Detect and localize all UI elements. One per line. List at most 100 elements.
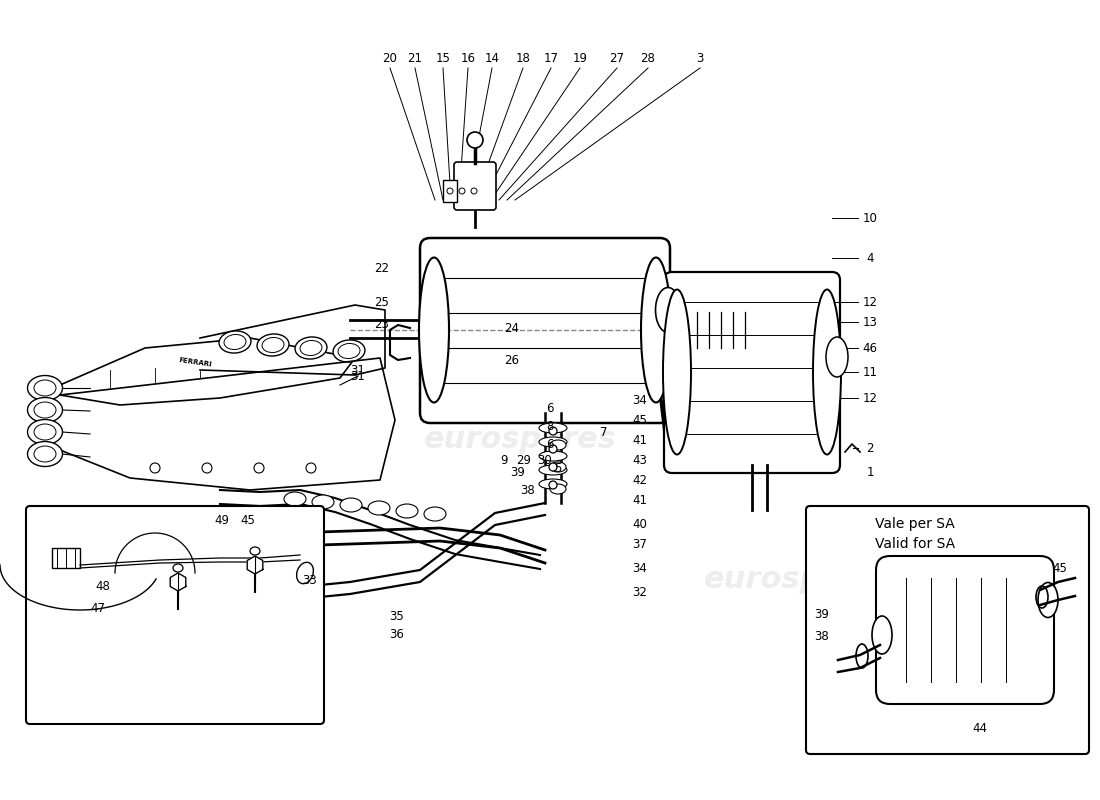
Ellipse shape	[813, 290, 842, 454]
FancyBboxPatch shape	[876, 556, 1054, 704]
Text: 27: 27	[609, 51, 625, 65]
Text: 28: 28	[640, 51, 656, 65]
Text: 31: 31	[351, 370, 365, 382]
Text: 8: 8	[547, 419, 553, 433]
Text: 38: 38	[815, 630, 829, 642]
Text: 10: 10	[862, 211, 878, 225]
Text: 9: 9	[500, 454, 508, 466]
Text: 25: 25	[375, 295, 389, 309]
Text: 22: 22	[374, 262, 389, 274]
Ellipse shape	[419, 258, 449, 402]
Text: 20: 20	[383, 51, 397, 65]
Text: 37: 37	[632, 538, 648, 551]
Text: 34: 34	[632, 394, 648, 406]
Text: 45: 45	[632, 414, 648, 426]
Text: 45: 45	[1053, 562, 1067, 574]
Text: 33: 33	[302, 574, 318, 586]
Ellipse shape	[641, 258, 671, 402]
Polygon shape	[200, 305, 385, 375]
Polygon shape	[65, 545, 178, 600]
Ellipse shape	[312, 495, 334, 509]
Ellipse shape	[340, 498, 362, 512]
Polygon shape	[170, 573, 186, 591]
FancyBboxPatch shape	[420, 238, 670, 423]
Ellipse shape	[219, 331, 251, 353]
Text: 39: 39	[815, 607, 829, 621]
Text: 3: 3	[696, 51, 704, 65]
Text: 26: 26	[505, 354, 519, 366]
Text: 18: 18	[516, 51, 530, 65]
Circle shape	[468, 132, 483, 148]
Polygon shape	[248, 556, 263, 574]
Bar	[52, 548, 80, 568]
Ellipse shape	[396, 504, 418, 518]
Text: 17: 17	[543, 51, 559, 65]
Circle shape	[549, 481, 557, 489]
Text: eurospares: eurospares	[424, 426, 616, 454]
Text: 29: 29	[517, 454, 531, 466]
Ellipse shape	[550, 462, 566, 472]
Text: 40: 40	[632, 518, 648, 531]
Text: 44: 44	[972, 722, 988, 734]
Polygon shape	[60, 338, 355, 405]
Ellipse shape	[539, 465, 566, 475]
Text: 41: 41	[632, 494, 648, 506]
Text: FERRARI: FERRARI	[178, 357, 212, 367]
FancyBboxPatch shape	[806, 506, 1089, 754]
Text: 34: 34	[632, 562, 648, 574]
Text: 23: 23	[375, 318, 389, 331]
Text: 39: 39	[510, 466, 526, 478]
Text: Vale per SA: Vale per SA	[874, 517, 955, 531]
Text: 6: 6	[547, 438, 553, 451]
Ellipse shape	[1038, 582, 1058, 618]
Ellipse shape	[28, 442, 63, 466]
Ellipse shape	[284, 492, 306, 506]
Ellipse shape	[297, 562, 313, 584]
Text: 1: 1	[867, 466, 873, 478]
Text: Valid for SA: Valid for SA	[874, 537, 955, 551]
Text: 16: 16	[461, 51, 475, 65]
Text: 49: 49	[214, 514, 230, 526]
FancyBboxPatch shape	[26, 506, 324, 724]
Text: 2: 2	[867, 442, 873, 454]
Text: 19: 19	[572, 51, 587, 65]
Bar	[443, 180, 456, 202]
Ellipse shape	[424, 507, 446, 521]
Text: 32: 32	[632, 586, 648, 598]
Text: 7: 7	[601, 426, 607, 438]
Ellipse shape	[663, 290, 691, 454]
Ellipse shape	[250, 547, 260, 555]
Text: 48: 48	[96, 579, 110, 593]
FancyBboxPatch shape	[454, 162, 496, 210]
Ellipse shape	[656, 287, 681, 333]
Circle shape	[549, 463, 557, 471]
Ellipse shape	[550, 484, 566, 494]
Ellipse shape	[872, 616, 892, 654]
Text: eurospares: eurospares	[704, 566, 896, 594]
Text: 15: 15	[436, 51, 450, 65]
Ellipse shape	[539, 451, 566, 461]
Ellipse shape	[28, 419, 63, 445]
Text: 35: 35	[389, 610, 405, 623]
Text: 45: 45	[241, 514, 255, 526]
Text: 12: 12	[862, 391, 878, 405]
Polygon shape	[60, 358, 395, 490]
Ellipse shape	[368, 501, 390, 515]
Text: 11: 11	[862, 366, 878, 378]
Ellipse shape	[173, 564, 183, 572]
Text: 47: 47	[90, 602, 106, 614]
Ellipse shape	[539, 423, 566, 433]
Ellipse shape	[826, 337, 848, 377]
Text: 5: 5	[554, 462, 562, 474]
Ellipse shape	[539, 437, 566, 447]
Text: 21: 21	[407, 51, 422, 65]
Circle shape	[549, 445, 557, 453]
Text: 4: 4	[867, 251, 873, 265]
Ellipse shape	[539, 479, 566, 489]
Text: 31: 31	[351, 363, 365, 377]
Text: 13: 13	[862, 315, 878, 329]
Ellipse shape	[257, 334, 289, 356]
Text: 36: 36	[389, 629, 405, 642]
Text: 42: 42	[632, 474, 648, 486]
Text: 43: 43	[632, 454, 648, 466]
